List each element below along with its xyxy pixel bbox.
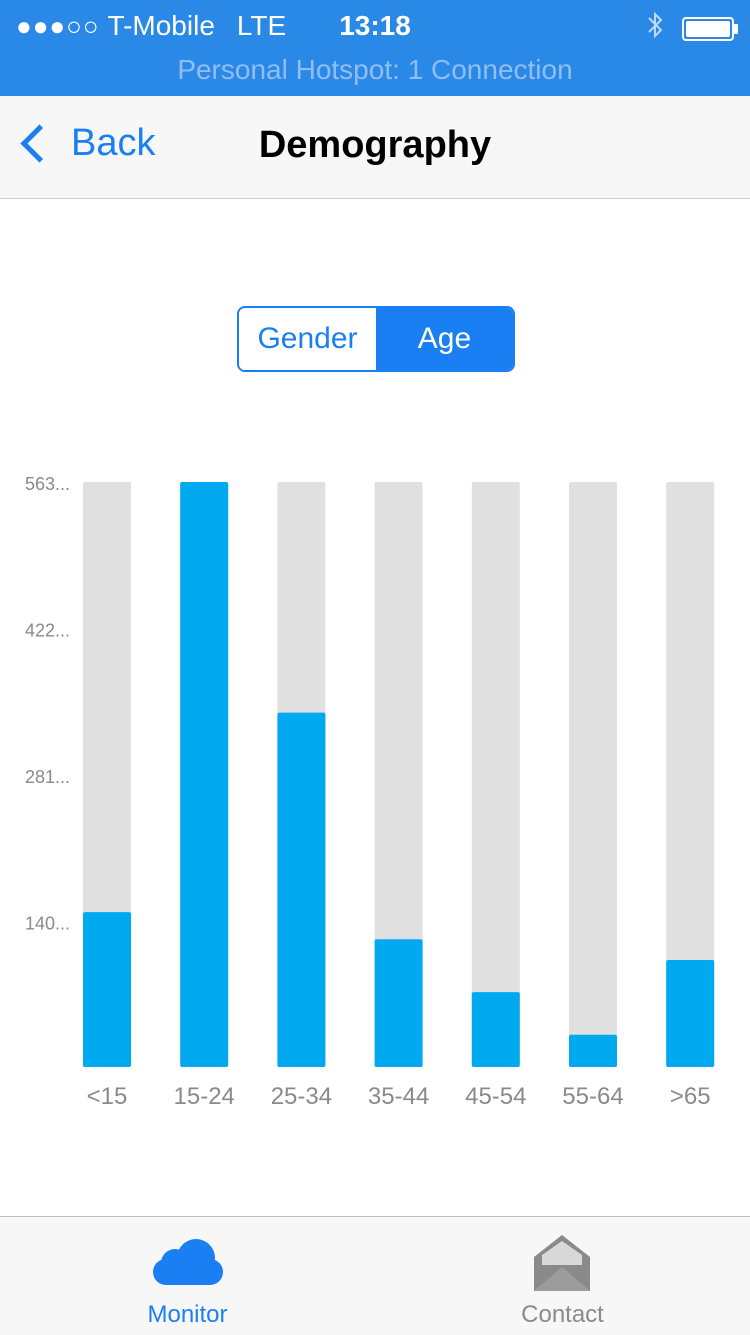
battery-icon [682,16,738,41]
bar [471,992,520,1067]
x-tick-label: 35-44 [368,1083,429,1110]
x-tick-label: 25-34 [271,1083,332,1110]
bar [569,1034,617,1067]
y-tick-label: 281... [25,767,70,787]
hotspot-banner[interactable]: Personal Hotspot: 1 Connection [177,54,573,85]
bar-track [666,482,715,1067]
bluetooth-icon [646,10,664,47]
navigation-bar: Back Demography [0,96,750,199]
bar [83,912,131,1067]
envelope-icon [534,1235,590,1291]
bar [277,712,326,1067]
tab-contact-label: Contact [521,1301,604,1328]
signal-strength-icon: ●●●○○ [16,10,100,41]
segment-age[interactable]: Age [376,308,513,370]
back-label: Back [71,122,156,164]
bar-track [374,482,423,1067]
tab-bar: Monitor Contact [0,1216,750,1335]
page-title: Demography [258,124,492,166]
status-time: 13:18 [339,10,411,41]
segment-gender[interactable]: Gender [239,308,376,370]
age-bar-chart: 563... 422... 281... 140... <15 15-24 25-34 35-… [25,474,715,1110]
y-tick-label: 422... [25,621,70,641]
x-tick-label: <15 [87,1083,128,1110]
bar [180,482,229,1067]
tab-monitor-label: Monitor [147,1301,228,1328]
y-tick-label: 563... [25,474,70,494]
y-tick-label: 140... [25,914,70,934]
tab-contact[interactable]: Contact [375,1217,750,1335]
network-type: LTE [236,10,287,41]
x-tick-label: >65 [670,1083,711,1110]
gender-age-segmented-control: Gender Age [237,306,515,372]
back-button[interactable]: Back [18,122,155,165]
bar-track [569,482,617,1067]
carrier-name: T-Mobile [107,10,215,41]
status-bar: ●●●○○ T-Mobile LTE 13:18 Personal Hotspo… [0,0,750,96]
bar-track [471,482,520,1067]
x-tick-label: 55-64 [562,1083,623,1110]
status-right [646,10,738,47]
x-tick-label: 15-24 [174,1083,235,1110]
tab-monitor[interactable]: Monitor [0,1217,375,1335]
bar [666,959,715,1067]
cloud-icon [153,1239,223,1285]
status-left: ●●●○○ T-Mobile LTE [16,10,286,42]
bar [374,939,423,1067]
x-tick-label: 45-54 [465,1083,526,1110]
